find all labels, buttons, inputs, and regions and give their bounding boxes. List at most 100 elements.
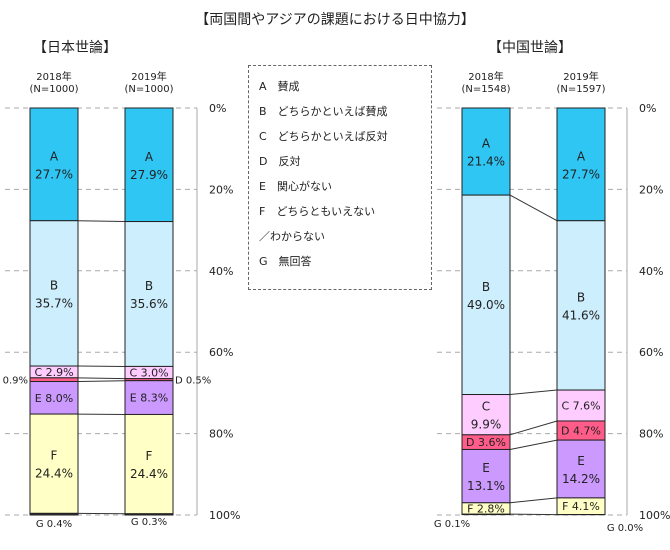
data-label: 41.6% [562,308,600,322]
bar-segment-A [556,107,606,222]
bar-segment-B [29,220,79,367]
bar-segment-D [29,377,79,383]
data-label: 35.6% [130,297,168,311]
y-tick-label: 100% [639,509,670,522]
bar-segment-G [29,512,79,516]
bar-segment-F [29,413,79,514]
bar-segment-C [556,389,606,422]
legend-entry: A 賛成 [259,80,300,93]
data-label: G 0.1% [434,519,470,530]
data-label: C 3.0% [129,367,168,380]
data-label: G 0.0% [607,523,643,534]
y-tick-label: 40% [209,265,233,278]
connector-line [509,439,558,450]
data-label: A [482,137,491,151]
legend-entry: E 関心がない [259,180,332,193]
data-label: D 4.7% [561,425,601,438]
category-label: 2019年 [131,70,166,83]
data-label: D 0.5% [175,376,211,387]
bar-segment-B [556,220,606,391]
data-label: 14.2% [562,472,600,486]
connector-line [77,220,126,223]
data-label: B [577,290,585,304]
legend-entry: C どちらかといえば反対 [259,130,388,143]
data-label: 27.7% [35,167,73,181]
data-label: 13.1% [467,479,505,493]
bar-segment-E [29,381,79,415]
y-tick-label: 60% [209,346,233,359]
data-label: C [482,400,490,414]
data-label: F [146,449,153,463]
category-label: (N=1000) [29,84,78,95]
data-label: 27.9% [130,168,168,182]
category-label: (N=1548) [461,84,510,95]
bar-segment-F [124,413,174,515]
bar-segment-A [124,107,174,223]
data-label: C 7.6% [561,400,600,413]
legend: A 賛成 B どちらかといえば賛成 C どちらかといえば反対 D 反対 E 関心がない F… [248,65,432,290]
category-label: (N=1000) [124,84,173,95]
data-label: 49.0% [467,298,505,312]
category-label: 2018年 [36,70,71,83]
legend-entry: F どちらともいえない [259,205,376,218]
data-label: 27.7% [562,167,600,181]
data-label: F 4.1% [562,500,600,513]
data-label: 9.9% [471,418,502,432]
legend-entry: G 無回答 [259,255,312,268]
bar-segment-E [461,448,511,504]
data-label: A [50,149,59,163]
y-tick-label: 60% [639,346,663,359]
panel-title: 【中国世論】 [488,40,572,56]
legend-entry: B どちらかといえば賛成 [259,105,388,118]
bar-segment-E [124,380,174,415]
category-label: 2018年 [468,70,503,83]
legend-entry: ／わからない [259,230,325,243]
y-tick-label: 20% [209,183,233,196]
data-label: 24.4% [130,467,168,481]
data-label: E 8.3% [130,392,168,405]
bar-segment-E [556,439,606,499]
data-label: 21.4% [467,155,505,169]
bar-segment-A [29,107,79,222]
data-label: D 0.9% [0,376,28,387]
bar-segment-B [124,221,174,367]
data-label: 24.4% [35,467,73,481]
bar-segment-G [124,513,174,516]
category-label: 2019年 [563,70,598,83]
legend-entry: D 反対 [259,155,301,168]
y-tick-label: 20% [639,183,663,196]
data-label: F 2.8% [467,502,505,515]
y-tick-label: 0% [639,102,656,115]
y-tick-label: 40% [639,265,663,278]
category-label: (N=1597) [556,84,605,95]
data-label: A [577,149,586,163]
connector-line [509,194,558,222]
data-label: E [482,461,490,475]
data-label: C 2.9% [34,366,73,379]
y-tick-label: 80% [209,428,233,441]
y-tick-label: 0% [209,102,226,115]
data-label: G 0.4% [36,519,72,530]
data-label: E 8.0% [35,392,73,405]
connector-line [509,497,558,504]
connector-line [509,420,558,436]
chart-title: 【両国間やアジアの課題における日中協力】 [195,12,474,28]
panel-title: 【日本世論】 [33,40,117,56]
y-tick-label: 80% [639,428,663,441]
data-label: E [577,454,585,468]
data-label: B [50,278,58,292]
connector-line [509,389,558,396]
data-label: A [145,150,154,164]
y-tick-label: 100% [209,509,240,522]
bar-segment-B [461,194,511,396]
connector-line [77,380,126,383]
data-label: B [482,280,490,294]
bar-segment-A [461,107,511,196]
data-label: G 0.3% [131,517,167,528]
data-label: F [51,449,58,463]
data-label: B [145,279,153,293]
data-label: D 3.6% [466,436,506,449]
data-label: 35.7% [35,296,73,310]
